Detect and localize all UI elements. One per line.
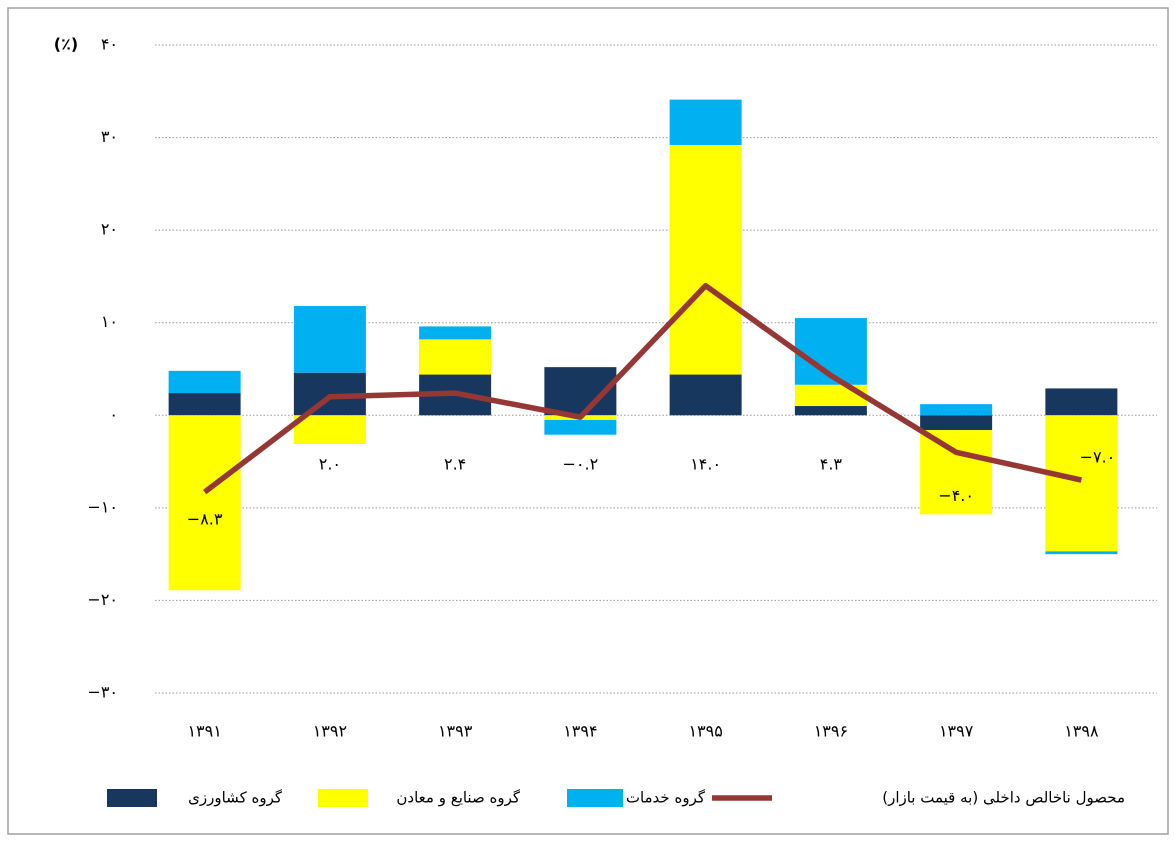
x-tick-label: ۱۳۹۲: [313, 722, 347, 741]
legend-label: گروه کشاورزی: [188, 789, 283, 807]
y-tick-label: ۱۰: [101, 312, 118, 331]
y-tick-label: −۳۰: [87, 683, 118, 702]
bar-segment: [920, 404, 993, 416]
x-tick-label: ۱۳۹۶: [814, 722, 848, 741]
bar-segment: [920, 430, 993, 515]
y-tick-label: −۱۰: [87, 497, 118, 516]
legend-swatch: [318, 789, 368, 807]
legend-label: گروه صنایع و معادن: [396, 789, 520, 807]
y-tick-label: ۲۰: [101, 220, 118, 239]
y-tick-label: −۲۰: [87, 590, 118, 609]
bar-segment: [794, 384, 867, 407]
bar-segment: [293, 306, 366, 373]
data-label: ۲.۴: [444, 455, 466, 474]
x-tick-label: ۱۳۹۵: [688, 722, 722, 741]
legend-label: محصول ناخالص داخلی (به قیمت بازار): [882, 789, 1125, 807]
bar-segment: [168, 370, 241, 394]
y-tick-label: ۴۰: [101, 35, 118, 54]
bar-segment: [794, 406, 867, 416]
bar-segment: [419, 326, 492, 340]
data-label: −۴.۰: [938, 486, 974, 505]
legend-swatch: [107, 789, 157, 807]
bar-segment: [168, 415, 241, 591]
data-label: −۷.۰: [1080, 448, 1116, 467]
x-tick-label: ۱۳۹۸: [1064, 722, 1099, 741]
data-label: ۴.۳: [820, 455, 843, 474]
bar-segment: [1045, 415, 1118, 552]
data-label: −۸.۳: [187, 510, 223, 529]
bar-segment: [293, 415, 366, 444]
y-unit: (٪): [54, 35, 78, 54]
bar-segment: [544, 419, 617, 435]
data-label: ۲.۰: [319, 455, 341, 474]
bar-segment: [168, 393, 241, 416]
bar-segment: [920, 415, 993, 431]
bar-segment: [1045, 551, 1118, 555]
data-label: ۱۴.۰: [690, 455, 721, 474]
bar-segment: [1045, 388, 1118, 416]
data-label: −۰.۲: [563, 455, 599, 474]
x-tick-label: ۱۳۹۷: [939, 722, 974, 741]
x-tick-label: ۱۳۹۱: [187, 722, 221, 741]
y-tick-label: ۰: [109, 405, 118, 424]
frame: [7, 7, 1169, 835]
legend-swatch: [567, 789, 623, 807]
bar-segment: [419, 339, 492, 375]
bar-segment: [669, 374, 742, 416]
bar-segment: [669, 99, 742, 145]
y-tick-label: ۳۰: [101, 127, 118, 146]
legend-label: گروه خدمات: [626, 789, 706, 807]
line: [202, 282, 1082, 495]
x-tick-label: ۱۳۹۴: [563, 722, 597, 741]
bar-segment: [669, 144, 742, 375]
x-tick-label: ۱۳۹۳: [438, 722, 473, 741]
